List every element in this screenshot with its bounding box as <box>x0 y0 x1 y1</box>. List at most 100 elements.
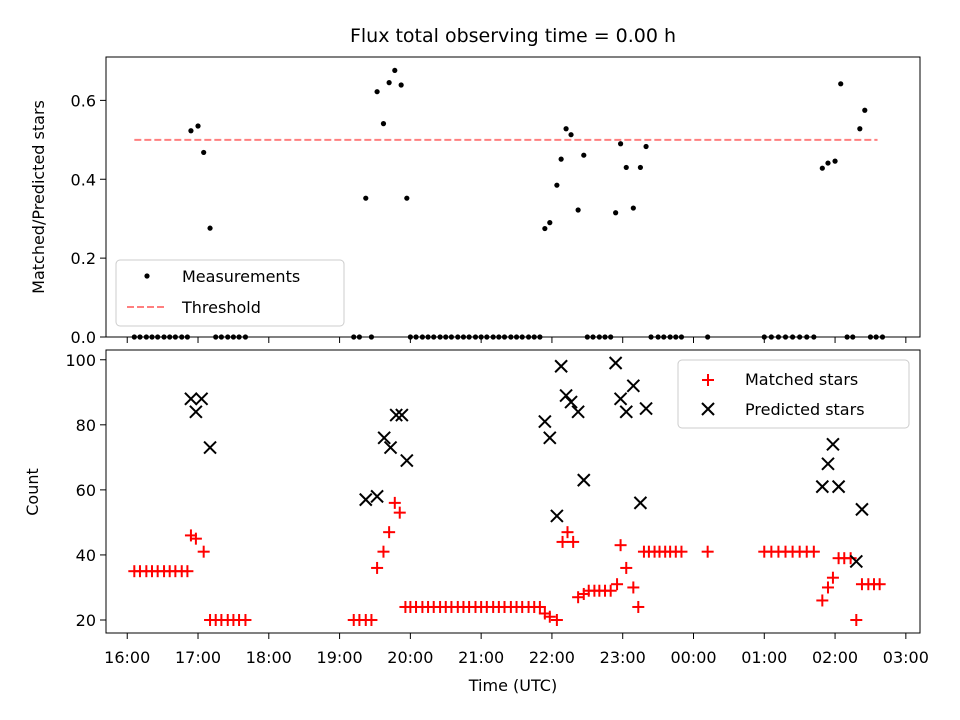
measurement-point <box>374 89 380 95</box>
measurement-point <box>862 107 868 113</box>
matched-star-point <box>604 584 617 597</box>
measurement-point <box>857 126 863 132</box>
matched-star-point <box>543 610 556 623</box>
measurement-point <box>201 149 207 156</box>
predicted-star-point <box>538 414 552 429</box>
matched-star-point <box>614 539 627 552</box>
predicted-star-point <box>571 405 585 419</box>
matched-star-point <box>675 545 688 558</box>
matched-star-point <box>550 613 563 626</box>
predicted-star-point <box>619 405 633 419</box>
predicted-star-point <box>821 457 835 471</box>
predicted-star-point <box>359 492 373 507</box>
matched-star-point <box>567 535 580 548</box>
bottom-x-axis-label: Time (UTC) <box>468 676 557 695</box>
matched-star-point <box>701 545 714 558</box>
matched-star-point <box>556 535 569 548</box>
predicted-star-point <box>389 408 403 422</box>
predicted-star-point <box>400 453 414 468</box>
bottom-axes-frame <box>105 349 921 634</box>
top-y-ticks: 0.0 0.2 0.4 0.6 <box>71 91 106 347</box>
matched-star-point <box>365 613 378 626</box>
matched-star-point <box>239 613 252 626</box>
top-y-tick-label: 0.0 <box>71 328 96 347</box>
bottom-y-tick-label: 40 <box>76 546 96 565</box>
top-y-tick-label: 0.4 <box>71 170 96 189</box>
matched-star-point <box>197 545 210 558</box>
measurement-point <box>207 225 213 231</box>
measurement-point <box>819 165 825 171</box>
chart-title: Flux total observing time = 0.00 h <box>350 25 676 47</box>
predicted-star-point <box>613 392 628 406</box>
matched-star-point <box>611 578 624 591</box>
matched-star-point <box>371 561 384 574</box>
bottom-y-tick-label: 100 <box>65 351 96 370</box>
bottom-x-tick-label: 02:00 <box>812 648 858 667</box>
measurement-point <box>195 123 201 129</box>
measurement-point <box>404 195 410 201</box>
matched-star-point <box>850 613 863 626</box>
legend-label-matched: Matched stars <box>745 370 858 389</box>
bottom-legend-box <box>677 359 910 429</box>
predicted-star-point <box>554 359 568 373</box>
legend-marker-measurements <box>144 273 150 279</box>
measurement-point <box>623 164 629 171</box>
bottom-panel: 20 40 60 80 100 16:00 17:00 18:00 19:00 20:00 21:… <box>23 349 929 695</box>
measurement-point <box>380 121 387 127</box>
bottom-y-tick-label: 60 <box>76 481 96 500</box>
matched-star-point <box>393 506 406 519</box>
predicted-star-point <box>550 509 564 523</box>
predicted-star-point <box>543 431 557 445</box>
measurement-point <box>558 156 564 162</box>
bottom-x-tick-label: 21:00 <box>458 648 504 667</box>
top-y-tick-label: 0.2 <box>71 249 96 268</box>
predicted-star-point <box>184 392 198 406</box>
predicted-star-point <box>815 479 830 494</box>
measurement-point <box>188 128 194 134</box>
bottom-y-tick-label: 20 <box>76 611 96 630</box>
predicted-star-point <box>608 356 623 370</box>
matched-star-point <box>873 578 886 591</box>
predicted-star-point <box>577 473 591 487</box>
measurement-point <box>832 158 838 164</box>
bottom-x-tick-label: 00:00 <box>670 648 716 667</box>
measurement-point <box>547 220 553 226</box>
measurement-point <box>575 207 581 213</box>
top-axes-frame <box>105 56 921 338</box>
measurement-point <box>386 80 392 86</box>
predicted-star-point <box>383 440 398 455</box>
matched-star-point <box>821 581 834 594</box>
predicted-star-point <box>189 405 203 419</box>
bottom-y-ticks: 20 40 60 80 100 <box>65 351 106 630</box>
predicted-star-point <box>826 437 840 452</box>
predicted-star-point <box>855 502 869 517</box>
matched-star-point <box>807 545 820 558</box>
matched-star-point <box>627 581 640 594</box>
legend-marker-predicted <box>701 402 715 416</box>
measurement-point <box>563 126 569 132</box>
measurement-point <box>542 225 548 232</box>
matched-star-point <box>632 600 645 613</box>
predicted-star-point <box>559 388 573 403</box>
measurement-point <box>392 67 398 74</box>
top-y-axis-label: Matched/Predicted stars <box>29 100 48 294</box>
measurement-point <box>581 152 587 158</box>
predicted-star-point <box>831 479 846 494</box>
predicted-star-point <box>203 440 217 455</box>
legend-marker-matched <box>702 374 714 386</box>
predicted-star-point <box>194 392 209 406</box>
matched-star-point <box>383 526 396 539</box>
bottom-x-tick-label: 18:00 <box>246 648 292 667</box>
matched-star-point <box>816 594 829 607</box>
measurement-point <box>554 182 560 188</box>
top-legend-box <box>115 259 345 327</box>
measurement-point <box>613 210 619 216</box>
matched-star-point <box>561 526 574 539</box>
bottom-x-tick-label: 19:00 <box>317 648 363 667</box>
matched-star-point <box>388 496 401 509</box>
bottom-x-tick-label: 16:00 <box>104 648 150 667</box>
measurement-point <box>825 160 831 166</box>
bottom-x-ticks: 16:00 17:00 18:00 19:00 20:00 21:00 22:00 23:00… <box>104 633 929 667</box>
bottom-y-axis-label: Count <box>23 468 42 516</box>
